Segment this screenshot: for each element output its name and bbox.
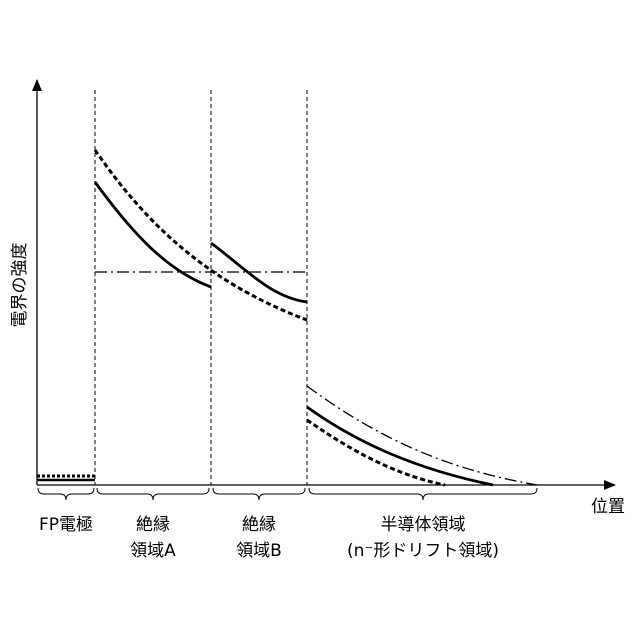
region-label: 領域A: [130, 541, 176, 561]
region-label: (n⁻形ドリフト領域): [347, 541, 499, 561]
x-axis-label: 位置: [591, 497, 625, 517]
dash-dot-curve: [307, 386, 537, 485]
solid-curve-a: [95, 182, 211, 287]
region-label: 半導体領域: [381, 515, 466, 535]
region-label: FP電極: [39, 515, 93, 535]
dotted-curve: [95, 150, 307, 320]
region-label: 領域B: [236, 541, 282, 561]
region-label: 絶縁: [136, 515, 170, 535]
y-axis-label: 電界の強度: [10, 243, 30, 328]
region-label: 絶縁: [242, 515, 276, 535]
braces: [38, 488, 537, 500]
diagram: 電界の強度 位置 FP電極 絶縁 領域A 絶縁 領域B 半導体領域 (n⁻形ドリ…: [0, 0, 640, 640]
boundaries: [95, 90, 307, 485]
dotted-curve-semi: [307, 420, 445, 485]
